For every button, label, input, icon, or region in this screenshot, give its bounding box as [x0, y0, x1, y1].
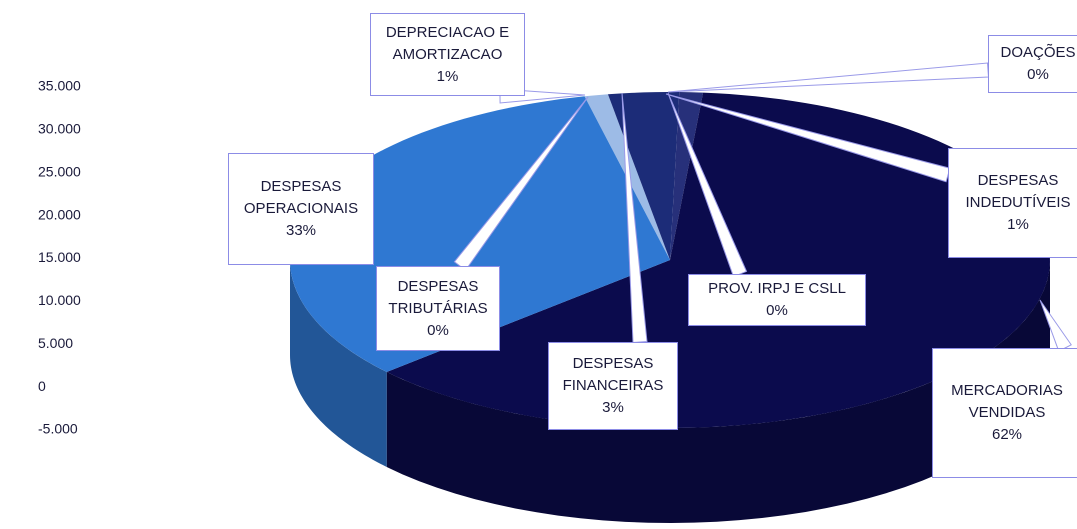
- data-label: DESPESAS FINANCEIRAS 3%: [548, 342, 678, 430]
- category-label: MERCADORIAS VENDIDAS: [951, 382, 1063, 421]
- category-label: PROV. IRPJ E CSLL: [708, 280, 846, 297]
- pie-slice: [670, 92, 704, 261]
- data-label: DOAÇÕES 0%: [988, 35, 1077, 93]
- data-label: DESPESAS OPERACIONAIS 33%: [228, 153, 374, 265]
- percent-label: 33%: [285, 222, 317, 239]
- pie-side: [290, 260, 387, 467]
- category-label: DESPESAS INDEDUTÍVEIS: [965, 172, 1071, 211]
- data-label: MERCADORIAS VENDIDAS 62%: [932, 348, 1077, 478]
- pie-side: [386, 260, 1050, 523]
- data-label: DEPRECIACAO E AMORTIZACAO 1%: [370, 13, 525, 96]
- percent-label: 1%: [1007, 216, 1029, 233]
- category-label: DESPESAS FINANCEIRAS: [562, 355, 664, 394]
- y-tick-label: 5.000: [38, 335, 73, 351]
- percent-label: 0%: [427, 321, 449, 339]
- y-tick-label: -5.000: [38, 421, 78, 437]
- data-label: PROV. IRPJ E CSLL 0%: [688, 274, 866, 326]
- percent-label: 62%: [991, 426, 1023, 443]
- y-tick-label: 20.000: [38, 206, 81, 222]
- y-tick-label: 15.000: [38, 249, 81, 265]
- category-label: DESPESAS TRIBUTÁRIAS: [388, 277, 488, 317]
- y-tick-label: 35.000: [38, 78, 81, 94]
- y-tick-label: 0: [38, 378, 46, 394]
- percent-label: 1%: [436, 67, 459, 85]
- y-tick-label: 30.000: [38, 121, 81, 137]
- leader-line: [667, 62, 990, 93]
- data-label: DESPESAS INDEDUTÍVEIS 1%: [948, 148, 1077, 258]
- percent-label: 3%: [602, 399, 624, 416]
- category-label: DEPRECIACAO E AMORTIZACAO: [385, 23, 510, 63]
- y-tick-label: 25.000: [38, 163, 81, 179]
- category-label: DOAÇÕES: [1000, 44, 1076, 61]
- percent-label: 0%: [1027, 66, 1049, 83]
- y-tick-label: 10.000: [38, 292, 81, 308]
- category-label: DESPESAS OPERACIONAIS: [243, 178, 359, 217]
- data-label: DESPESAS TRIBUTÁRIAS 0%: [376, 266, 500, 351]
- percent-label: 0%: [766, 302, 788, 319]
